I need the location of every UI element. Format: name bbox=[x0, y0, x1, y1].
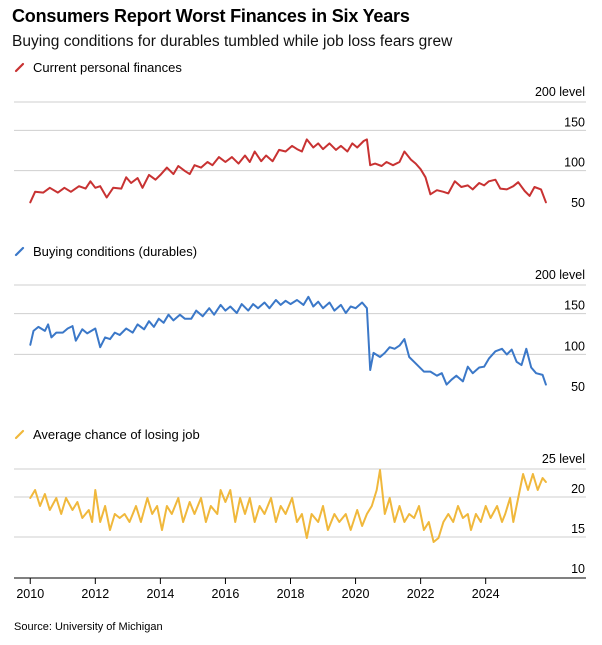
series-line-0 bbox=[29, 138, 547, 204]
legend-swatch-1 bbox=[14, 246, 25, 257]
unit-label-2: 25 level bbox=[542, 452, 585, 466]
x-tick-label-2024: 2024 bbox=[472, 587, 500, 601]
legend-label-2: Average chance of losing job bbox=[33, 427, 200, 442]
y-tick-1-50: 50 bbox=[571, 380, 585, 394]
y-tick-1-150: 150 bbox=[564, 299, 585, 313]
x-tick-label-2012: 2012 bbox=[81, 587, 109, 601]
x-tick-label-2016: 2016 bbox=[212, 587, 240, 601]
x-tick-label-2020: 2020 bbox=[342, 587, 370, 601]
y-tick-0-150: 150 bbox=[564, 115, 585, 129]
unit-label-1: 200 level bbox=[535, 268, 585, 282]
x-tick-label-2014: 2014 bbox=[146, 587, 174, 601]
chart-subtitle: Buying conditions for durables tumbled w… bbox=[12, 33, 453, 50]
legend-swatch-0 bbox=[14, 62, 25, 73]
y-tick-1-100: 100 bbox=[564, 339, 585, 353]
legend-label-0: Current personal finances bbox=[33, 60, 182, 75]
x-tick-label-2010: 2010 bbox=[16, 587, 44, 601]
y-tick-2-20: 20 bbox=[571, 482, 585, 496]
source-note: Source: University of Michigan bbox=[14, 621, 163, 633]
y-tick-0-100: 100 bbox=[564, 156, 585, 170]
series-line-1 bbox=[29, 295, 547, 386]
legend-label-1: Buying conditions (durables) bbox=[33, 244, 197, 259]
y-tick-2-10: 10 bbox=[571, 562, 585, 576]
x-tick-label-2022: 2022 bbox=[407, 587, 435, 601]
y-tick-0-50: 50 bbox=[571, 196, 585, 210]
legend-swatch-2 bbox=[14, 429, 25, 440]
y-tick-2-15: 15 bbox=[571, 522, 585, 536]
x-tick-label-2018: 2018 bbox=[277, 587, 305, 601]
chart-title: Consumers Report Worst Finances in Six Y… bbox=[12, 6, 410, 26]
series-line-2 bbox=[29, 469, 547, 543]
unit-label-0: 200 level bbox=[535, 85, 585, 99]
